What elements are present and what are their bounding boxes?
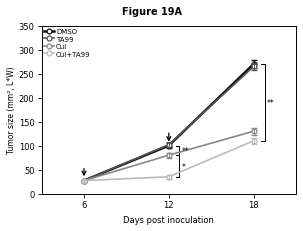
- Y-axis label: Tumor size (mm², L*W): Tumor size (mm², L*W): [7, 67, 16, 154]
- Legend: DMSO, TA99, CuI, CuI+TA99: DMSO, TA99, CuI, CuI+TA99: [44, 29, 92, 58]
- Text: Figure 19A: Figure 19A: [122, 7, 181, 17]
- Text: *: *: [181, 162, 185, 171]
- Text: **: **: [267, 98, 275, 107]
- Text: **: **: [181, 146, 189, 155]
- X-axis label: Days post inoculation: Days post inoculation: [123, 215, 214, 224]
